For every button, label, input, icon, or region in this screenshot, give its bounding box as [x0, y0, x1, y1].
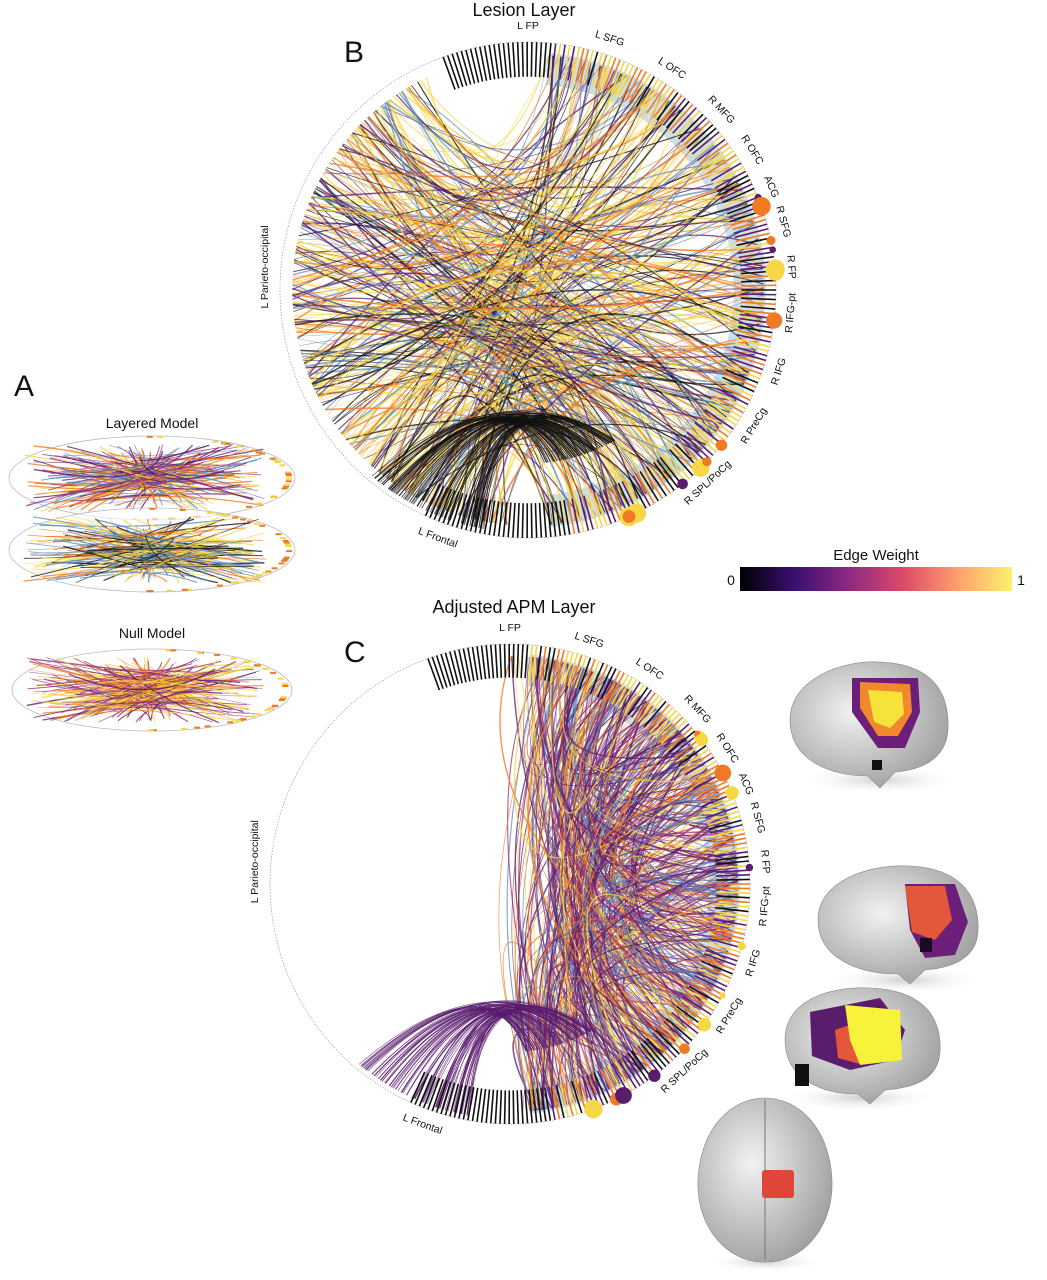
region-label: R FP	[784, 255, 798, 280]
region-label: R OFC	[714, 731, 742, 765]
region-node	[766, 312, 783, 329]
region-node	[697, 1018, 712, 1032]
region-label: L Parieto-occipital	[259, 225, 271, 308]
region-node	[769, 246, 777, 254]
region-node	[766, 263, 784, 281]
region-node	[584, 1099, 603, 1119]
edge-weight-colorbar: Edge Weight 0 1	[727, 547, 1025, 591]
panel-b-chord-diagram	[292, 41, 785, 539]
region-label: R IFG-pt	[783, 292, 798, 333]
region-node	[648, 1069, 661, 1082]
panel-c-title: Adjusted APM Layer	[432, 597, 595, 617]
region-node	[622, 510, 636, 523]
region-label: R OFC	[738, 133, 766, 167]
region-label: L FP	[499, 622, 521, 634]
panel-a: A Layered Model Null Model	[8, 370, 296, 732]
region-label: L Frontal	[401, 1112, 444, 1137]
brain-lateral-1	[789, 661, 960, 794]
null-model-graphic	[11, 648, 293, 732]
layered-model-graphic	[8, 435, 296, 593]
region-label: R SFG	[748, 801, 768, 835]
panel-c-chord-diagram	[358, 643, 754, 1125]
region-node	[719, 992, 726, 999]
brain-dorsal	[697, 1097, 833, 1272]
region-label: L Frontal	[416, 525, 459, 550]
region-label: R MFG	[681, 693, 713, 726]
brain-lateral-2	[817, 865, 985, 994]
colorbar-gradient	[740, 567, 1012, 591]
region-label: L OFC	[656, 55, 688, 82]
region-node	[715, 439, 728, 451]
region-node	[752, 196, 771, 216]
region-label: L FP	[517, 20, 539, 32]
region-label: R IFG	[743, 948, 763, 978]
region-node	[714, 764, 732, 782]
region-label: R IFG	[769, 356, 789, 386]
edge-bundle	[292, 55, 764, 530]
rim-ticks	[410, 643, 754, 1125]
panel-c-letter: C	[344, 636, 366, 669]
region-node	[766, 235, 776, 245]
colorbar-title: Edge Weight	[833, 547, 919, 564]
null-model-edges	[26, 649, 289, 732]
region-label: ACG	[736, 771, 756, 797]
region-label: ACG	[761, 174, 781, 200]
region-node	[677, 478, 688, 490]
panel-b-letter: B	[344, 36, 364, 69]
layered-model-top-edges	[24, 435, 293, 521]
region-label: R PreCg	[739, 405, 770, 446]
region-node	[725, 786, 739, 800]
region-label: R PreCg	[714, 995, 745, 1036]
panel-a-letter: A	[14, 370, 34, 403]
panel-c: C Adjusted APM Layer L FP L SFG L OFC R MFG…	[249, 597, 773, 1137]
panel-b-title: Lesion Layer	[472, 0, 575, 20]
region-node	[679, 1043, 690, 1055]
region-node	[702, 457, 712, 467]
brain-renderings	[697, 661, 985, 1272]
region-node	[737, 942, 746, 951]
layered-model-title: Layered Model	[106, 415, 199, 431]
colorbar-max-label: 1	[1017, 572, 1025, 588]
region-label: L SFG	[573, 630, 605, 651]
region-label: R IFG-pt	[757, 886, 772, 927]
region-node	[745, 863, 754, 872]
region-node	[695, 733, 709, 747]
region-label: L OFC	[633, 656, 665, 683]
region-label: R SFG	[773, 205, 793, 239]
null-model-title: Null Model	[119, 625, 185, 641]
region-label: R FP	[758, 849, 772, 874]
region-label: L Parieto-occipital	[249, 820, 261, 903]
edge-bundle	[358, 655, 739, 1116]
region-label: L SFG	[594, 28, 626, 49]
brain-lateral-3	[780, 987, 941, 1112]
region-node	[615, 1087, 632, 1104]
layered-model-bottom-edges	[23, 507, 293, 593]
rim-ticks	[424, 41, 785, 539]
colorbar-min-label: 0	[727, 572, 735, 588]
